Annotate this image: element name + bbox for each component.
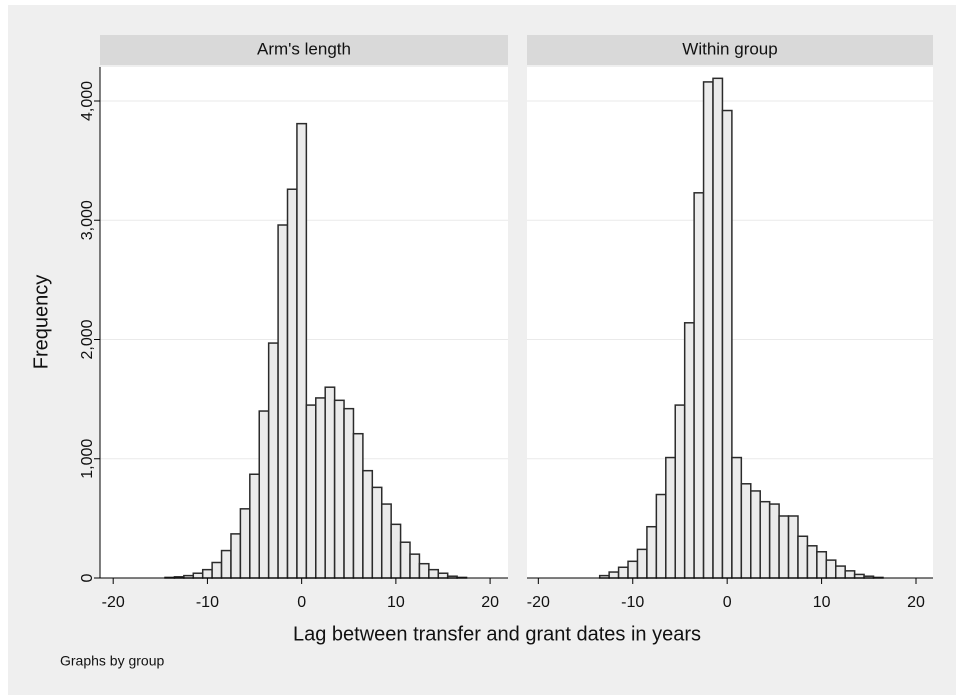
bar bbox=[220, 549, 232, 579]
bar bbox=[731, 456, 743, 579]
bar bbox=[201, 568, 213, 579]
bar bbox=[844, 570, 856, 579]
bar bbox=[390, 523, 402, 579]
bar bbox=[806, 545, 818, 579]
x-tick-label: 0 bbox=[723, 594, 732, 611]
x-tick-label: -10 bbox=[621, 594, 644, 611]
bar bbox=[834, 565, 846, 579]
x-tick-label: 20 bbox=[907, 594, 925, 611]
bar bbox=[636, 548, 648, 579]
x-axis-label: Lag between transfer and grant dates in … bbox=[293, 623, 701, 645]
bar bbox=[277, 224, 289, 579]
bar bbox=[399, 541, 411, 579]
bar bbox=[380, 503, 392, 579]
bar bbox=[239, 508, 251, 579]
bar bbox=[768, 503, 780, 579]
y-tick-label: 1,000 bbox=[79, 439, 96, 479]
bar bbox=[418, 562, 430, 579]
y-tick-label: 2,000 bbox=[79, 319, 96, 359]
bar bbox=[825, 559, 837, 579]
bar bbox=[362, 469, 374, 579]
x-tick-label: -20 bbox=[102, 594, 125, 611]
bar bbox=[286, 188, 298, 579]
y-tick-label: 3,000 bbox=[79, 200, 96, 240]
panel-title: Within group bbox=[682, 39, 777, 58]
bar bbox=[267, 342, 279, 579]
bar bbox=[740, 483, 752, 579]
bar bbox=[778, 515, 790, 579]
bar bbox=[759, 500, 771, 579]
bar bbox=[428, 568, 440, 579]
bar bbox=[787, 515, 799, 579]
y-tick-label: 0 bbox=[79, 573, 96, 582]
note: Graphs by group bbox=[60, 653, 164, 669]
bar bbox=[211, 561, 223, 579]
bar bbox=[627, 560, 639, 579]
bar bbox=[230, 533, 242, 579]
bar bbox=[333, 399, 345, 579]
x-tick-label: 0 bbox=[297, 594, 306, 611]
bar bbox=[258, 410, 270, 579]
bar bbox=[437, 572, 449, 579]
bar bbox=[352, 432, 364, 579]
bar bbox=[371, 486, 383, 579]
bar bbox=[617, 566, 629, 579]
bar bbox=[674, 404, 686, 579]
panel-header bbox=[527, 35, 933, 65]
panel-header bbox=[100, 35, 508, 65]
bar bbox=[655, 493, 667, 579]
bar bbox=[324, 386, 336, 579]
bar bbox=[608, 571, 620, 579]
bar bbox=[816, 551, 828, 579]
bar bbox=[343, 407, 355, 579]
bar bbox=[693, 192, 705, 579]
y-axis-label: Frequency bbox=[30, 275, 52, 370]
bar bbox=[721, 109, 733, 579]
bar bbox=[249, 473, 260, 579]
bar bbox=[315, 397, 326, 579]
x-tick-label: -20 bbox=[527, 594, 550, 611]
bar bbox=[797, 535, 809, 579]
bar bbox=[305, 404, 317, 579]
x-tick-label: 10 bbox=[813, 594, 831, 611]
bar bbox=[712, 77, 724, 579]
bar bbox=[646, 525, 658, 579]
x-tick-label: -10 bbox=[196, 594, 219, 611]
bar bbox=[683, 322, 695, 579]
x-tick-label: 20 bbox=[481, 594, 499, 611]
x-tick-label: 10 bbox=[387, 594, 405, 611]
bar bbox=[665, 456, 676, 579]
bar bbox=[409, 553, 421, 579]
y-tick-label: 4,000 bbox=[79, 81, 96, 121]
bar bbox=[853, 573, 865, 579]
bar bbox=[192, 572, 204, 579]
bar bbox=[296, 122, 308, 579]
bar bbox=[750, 490, 761, 579]
bar bbox=[702, 81, 714, 579]
panel-title: Arm's length bbox=[257, 39, 351, 58]
